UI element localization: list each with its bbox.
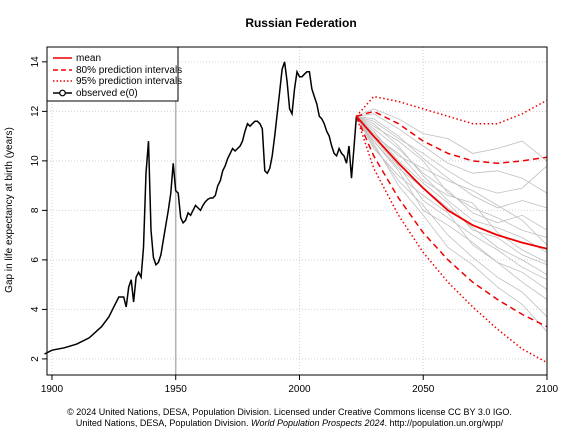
pi95-upper-line [355,95,548,125]
x-tick-label-1900: 1900 [41,384,64,395]
footer-line-2-italic: World Population Prospects 2024 [250,418,385,428]
y-tick-label-12: 12 [30,105,41,117]
x-tick-label-2050: 2050 [412,384,435,395]
y-tick-label-14: 14 [30,56,41,68]
pi80-lower-line [355,115,548,328]
footer-line-2-prefix: United Nations, DESA, Population Divisio… [75,418,251,428]
trajectory-10 [356,116,548,281]
y-tick-label-6: 6 [30,257,41,263]
y-axis-label: Gap in life expectancy at birth (years) [4,127,15,293]
y-tick-label-10: 10 [30,155,41,167]
legend-marker-observed [59,89,66,97]
trajectory-9 [356,115,548,231]
legend-label-pi95: 95% prediction intervals [76,76,182,87]
trajectory-8 [356,108,548,162]
series-layer [44,61,548,364]
trajectory-2 [356,116,548,300]
pi95-lower-line [355,116,548,364]
series-observed-line [44,61,358,355]
legend-label-mean: mean [76,53,101,64]
trajectory-1 [356,115,548,266]
footer-line-1: © 2024 United Nations, DESA, Population … [67,407,512,417]
y-tick-label-2: 2 [30,356,41,362]
legend: mean 80% prediction intervals 95% predic… [46,46,182,102]
chart-title: Russian Federation [245,16,356,30]
footer-line-2-suffix: . http://population.un.org/wpp/ [384,418,504,428]
trajectory-3 [356,113,548,194]
plot-frame [46,46,548,376]
x-tick-label-1950: 1950 [165,384,188,395]
trajectory-15 [356,116,548,276]
y-axis: 2 4 6 8 10 12 14 [30,56,47,362]
trajectory-0 [356,115,548,194]
trajectories [356,108,548,332]
y-tick-label-4: 4 [30,306,41,312]
trajectory-6 [356,116,548,263]
x-tick-label-2100: 2100 [536,384,559,395]
trajectory-13 [356,116,548,246]
trajectory-14 [356,115,548,253]
legend-label-observed: observed e(0) [76,88,138,99]
trajectory-11 [356,115,548,209]
y-tick-label-8: 8 [30,207,41,213]
legend-box [46,46,179,102]
footer-line-2: United Nations, DESA, Population Divisio… [0,418,579,428]
pi80-upper-line [356,110,548,165]
x-axis: 1900 1950 2000 2050 2100 [41,375,559,395]
series-mean-line [355,115,548,250]
x-tick-label-2000: 2000 [288,384,311,395]
legend-label-pi80: 80% prediction intervals [76,65,182,76]
trajectory-12 [356,116,548,318]
